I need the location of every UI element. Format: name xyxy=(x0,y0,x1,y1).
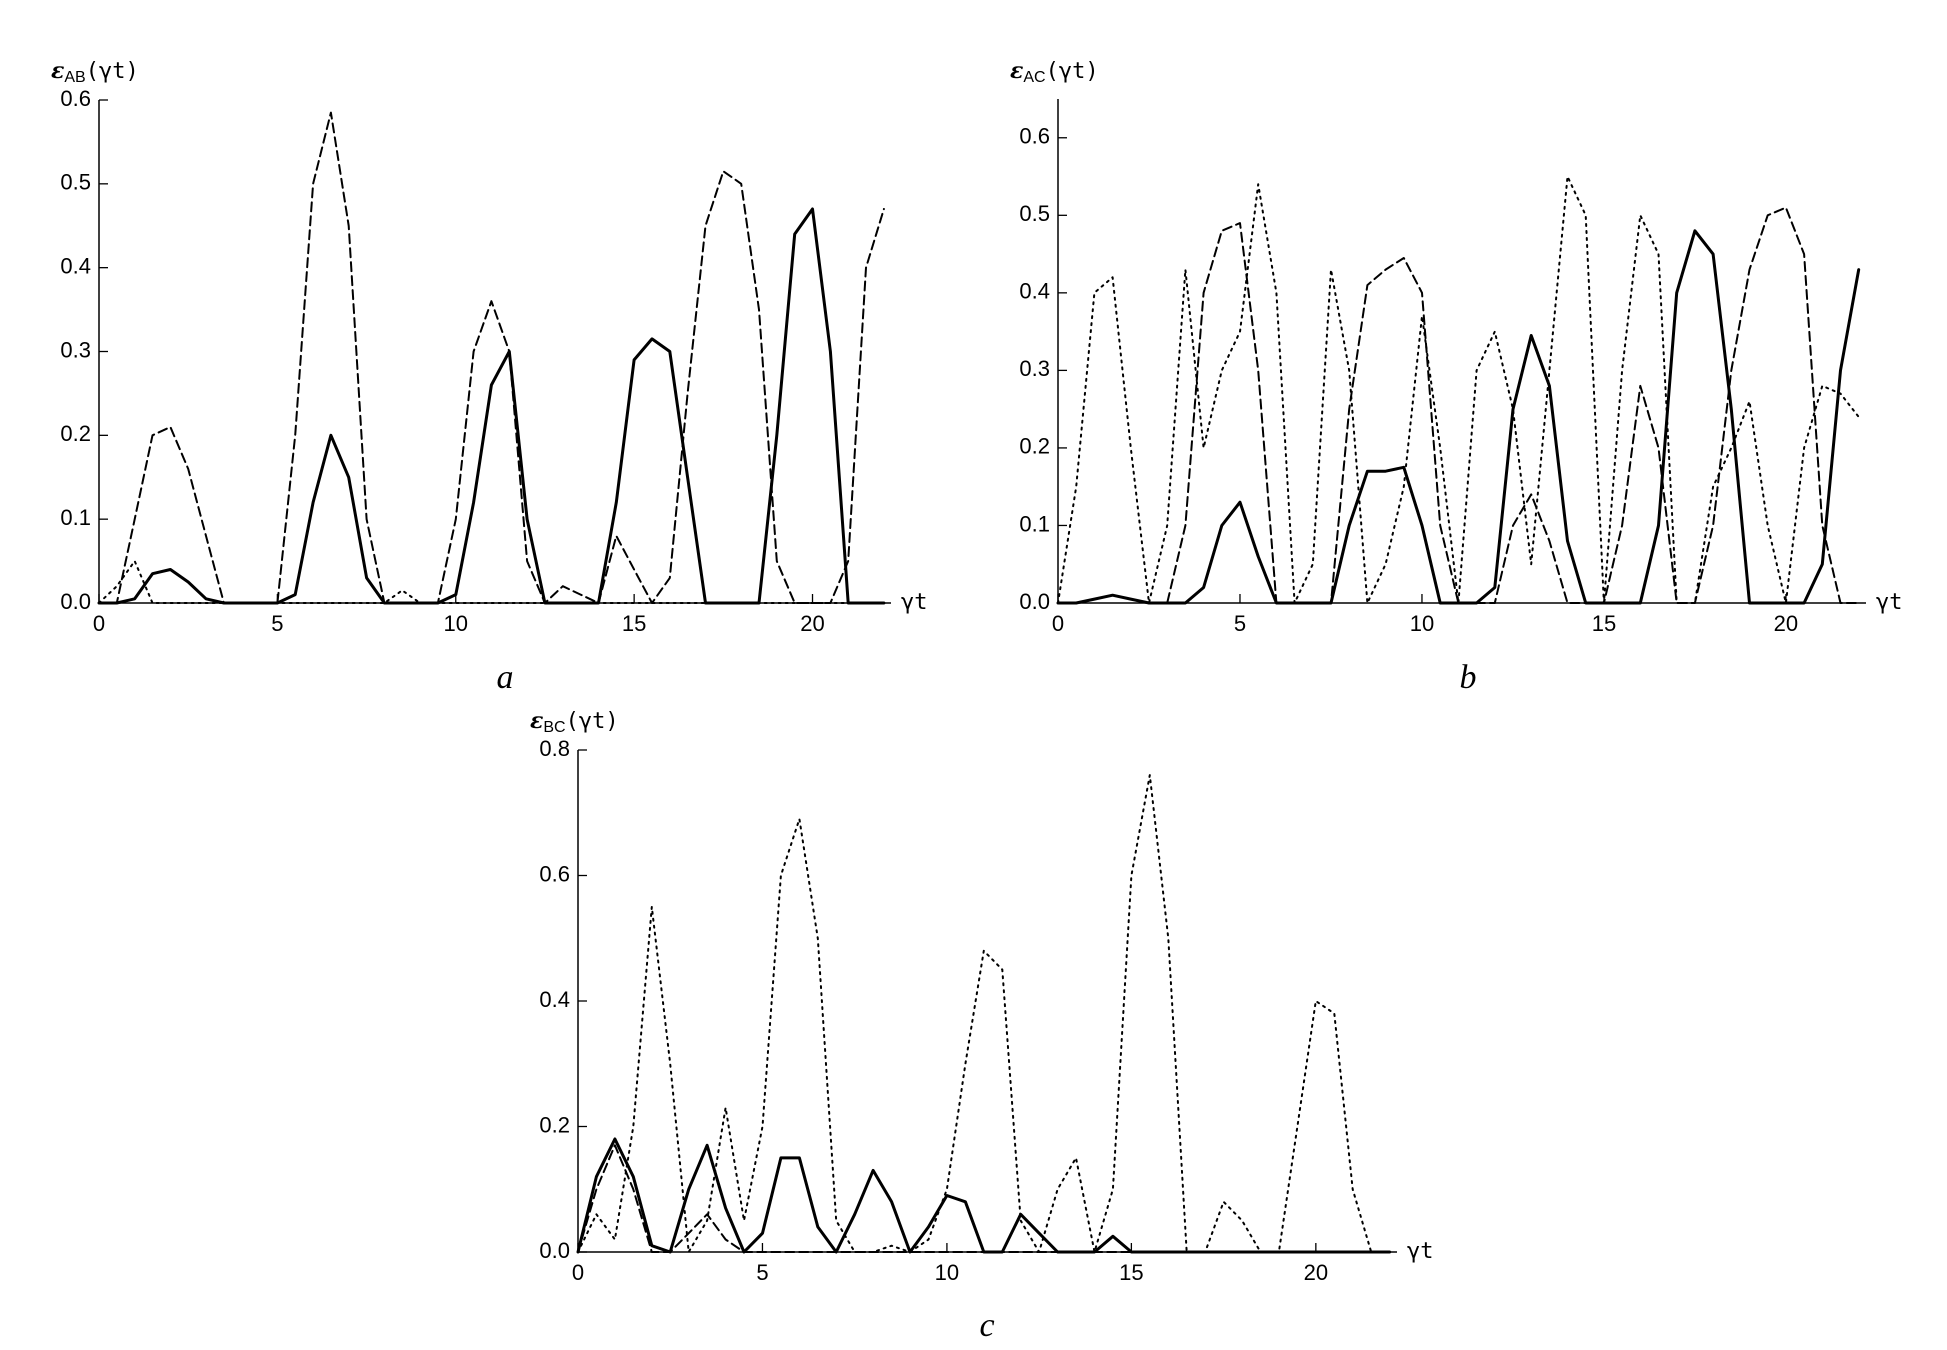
caption: b xyxy=(1460,659,1477,696)
y-tick-label: 0.6 xyxy=(539,861,570,886)
y-tick-label: 0.1 xyxy=(60,505,91,530)
y-axis-label: εAB(γt) xyxy=(51,58,139,86)
y-tick-label: 0.6 xyxy=(60,86,91,111)
x-tick-label: 10 xyxy=(1410,611,1434,636)
y-tick-label: 0.4 xyxy=(1019,279,1050,304)
y-tick-label: 0.0 xyxy=(1019,589,1050,614)
y-tick-label: 0.5 xyxy=(60,170,91,195)
x-axis-label: γt xyxy=(1876,590,1903,615)
x-tick-label: 0 xyxy=(93,611,105,636)
series-line xyxy=(576,1137,1392,1254)
y-label-subscript: AC xyxy=(1023,69,1045,86)
x-tick-label: 10 xyxy=(935,1260,959,1285)
x-tick-label: 0 xyxy=(1052,611,1064,636)
x-tick-label: 10 xyxy=(444,611,468,636)
y-tick-label: 0.0 xyxy=(60,589,91,614)
chart: 0 5 10 15 20 0.0 0.1 0.2 0.3 0.4 0.5 0.6 εAC(γt) γt b xyxy=(1010,58,1903,696)
y-tick-label: 0.4 xyxy=(539,987,570,1012)
y-label-argument: (γt) xyxy=(566,709,619,734)
y-axis-label: εAC(γt) xyxy=(1010,58,1099,86)
x-tick-label: 5 xyxy=(271,611,283,636)
y-axis-label: εBC(γt) xyxy=(530,708,619,736)
series-line xyxy=(1056,229,1861,605)
y-tick-label: 0.2 xyxy=(539,1112,570,1137)
caption: c xyxy=(979,1307,994,1344)
x-tick-label: 5 xyxy=(756,1260,768,1285)
x-tick-label: 5 xyxy=(1234,611,1246,636)
y-label-symbol: ε xyxy=(51,58,64,84)
series-line xyxy=(1057,206,1860,604)
x-tick-label: 20 xyxy=(800,611,824,636)
y-label-argument: (γt) xyxy=(86,59,139,84)
y-tick-label: 0.5 xyxy=(1019,201,1050,226)
y-tick-label: 0.2 xyxy=(1019,434,1050,459)
y-label-symbol: ε xyxy=(1010,58,1023,84)
y-label-subscript: BC xyxy=(543,719,565,736)
y-tick-label: 0.2 xyxy=(60,421,91,446)
y-label-subscript: AB xyxy=(64,69,85,86)
y-tick-label: 0.1 xyxy=(1019,511,1050,536)
series-line xyxy=(577,774,1391,1253)
y-label-symbol: ε xyxy=(530,708,543,734)
y-tick-label: 0.4 xyxy=(60,253,91,278)
y-tick-label: 0.8 xyxy=(539,736,570,761)
y-label-argument: (γt) xyxy=(1046,59,1099,84)
series-line xyxy=(1057,175,1860,604)
x-axis-label: γt xyxy=(901,590,928,615)
y-tick-label: 0.6 xyxy=(1019,124,1050,149)
x-tick-label: 15 xyxy=(1592,611,1616,636)
series-line xyxy=(98,111,885,604)
y-tick-label: 0.3 xyxy=(60,337,91,362)
y-tick-label: 0.0 xyxy=(539,1238,570,1263)
x-tick-label: 15 xyxy=(622,611,646,636)
x-tick-label: 15 xyxy=(1119,1260,1143,1285)
x-tick-label: 20 xyxy=(1304,1260,1328,1285)
x-tick-label: 0 xyxy=(572,1260,584,1285)
caption: a xyxy=(497,659,514,696)
x-axis-label: γt xyxy=(1407,1239,1434,1264)
y-tick-label: 0.3 xyxy=(1019,356,1050,381)
series-line xyxy=(98,560,885,604)
series-line xyxy=(577,1144,1391,1253)
x-tick-label: 20 xyxy=(1774,611,1798,636)
